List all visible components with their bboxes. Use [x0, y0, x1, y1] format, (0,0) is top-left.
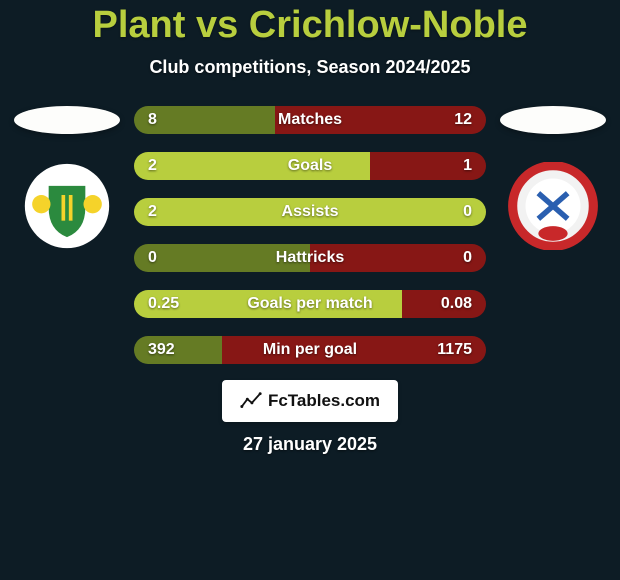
- stat-value-left: 392: [148, 341, 175, 359]
- stat-bar: 392 1175 Min per goal: [134, 336, 486, 364]
- stat-value-left: 8: [148, 111, 157, 129]
- stat-label: Hattricks: [276, 249, 344, 267]
- stat-value-right: 12: [454, 111, 472, 129]
- stat-bar-left-seg: [134, 152, 370, 180]
- crest-right-svg: [507, 162, 599, 250]
- stat-value-right: 0: [463, 203, 472, 221]
- stat-value-left: 0.25: [148, 295, 179, 313]
- stat-label: Goals per match: [247, 295, 372, 313]
- club-crest-left: [21, 162, 113, 250]
- stat-value-left: 2: [148, 157, 157, 175]
- stat-label: Goals: [288, 157, 332, 175]
- crest-left-svg: [21, 162, 113, 250]
- stat-bar: 0.25 0.08 Goals per match: [134, 290, 486, 318]
- branding-badge: FcTables.com: [222, 380, 398, 422]
- club-crest-right: [507, 162, 599, 250]
- date-text: 27 january 2025: [243, 434, 377, 455]
- stat-bars: 8 12 Matches 2 1 Goals 2 0 Assists 0 0 Hattricks 0.2…: [134, 106, 486, 364]
- stat-bar: 2 0 Assists: [134, 198, 486, 226]
- stat-value-left: 0: [148, 249, 157, 267]
- stat-value-right: 1: [463, 157, 472, 175]
- placeholder-oval-left: [14, 106, 120, 134]
- stat-bar: 8 12 Matches: [134, 106, 486, 134]
- left-column: [12, 106, 122, 250]
- main-area: 8 12 Matches 2 1 Goals 2 0 Assists 0 0 Hattricks 0.2…: [0, 106, 620, 364]
- stat-value-right: 0.08: [441, 295, 472, 313]
- stat-label: Matches: [278, 111, 342, 129]
- subtitle: Club competitions, Season 2024/2025: [149, 57, 470, 78]
- branding-text: FcTables.com: [268, 391, 380, 411]
- stat-bar: 2 1 Goals: [134, 152, 486, 180]
- stat-label: Assists: [282, 203, 339, 221]
- placeholder-oval-right: [500, 106, 606, 134]
- comparison-infographic: Plant vs Crichlow-Noble Club competition…: [0, 0, 620, 580]
- stat-bar: 0 0 Hattricks: [134, 244, 486, 272]
- stat-value-left: 2: [148, 203, 157, 221]
- stat-value-right: 1175: [437, 341, 472, 359]
- page-title: Plant vs Crichlow-Noble: [93, 4, 528, 47]
- right-column: [498, 106, 608, 250]
- stat-label: Min per goal: [263, 341, 357, 359]
- stat-value-right: 0: [463, 249, 472, 267]
- chart-icon: [240, 390, 262, 412]
